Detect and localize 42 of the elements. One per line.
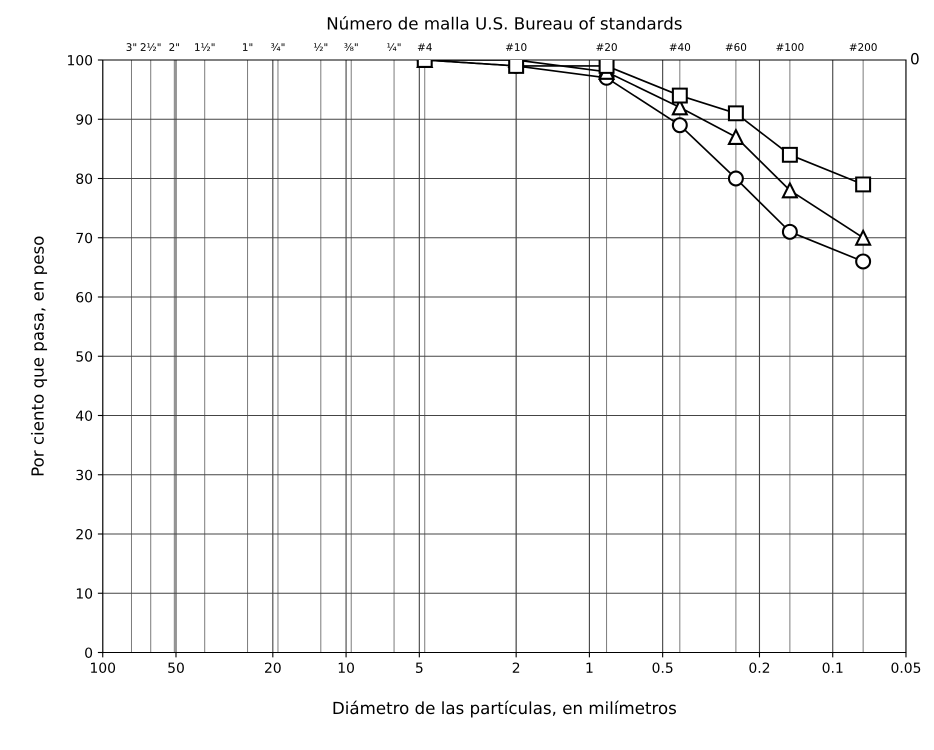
text: 2" <box>169 43 180 51</box>
x-axis-title: Diámetro de las partículas, en milímetros <box>334 700 676 718</box>
text: 2½" <box>140 43 160 52</box>
text: #40 <box>670 43 690 52</box>
x-tick-label: 0.2 <box>749 662 770 673</box>
y-tick-label: 90 <box>76 114 92 125</box>
x-tick-label: 50 <box>168 662 184 673</box>
text: ¾" <box>271 43 284 52</box>
text: 1½" <box>195 43 214 52</box>
x-tick-label: 20 <box>265 662 281 673</box>
y-tick-label: 60 <box>76 292 92 302</box>
x-tick-label: 2 <box>512 662 520 673</box>
y-tick-label: 100 <box>68 54 92 66</box>
x-tick-label: 100 <box>91 662 116 673</box>
x-tick-label: 0.5 <box>652 662 672 673</box>
text: #20 <box>596 43 617 52</box>
text: ¼" <box>387 43 401 52</box>
y-tick-label: 40 <box>76 410 92 421</box>
text: 1" <box>242 43 252 51</box>
y-axis-title: Por ciento que pasa, en peso <box>30 236 48 476</box>
y-tick-label: 10 <box>76 588 92 599</box>
text: 0 <box>911 52 919 64</box>
text: ⅜" <box>344 43 358 52</box>
y-tick-label: 70 <box>76 232 92 244</box>
text: #4 <box>418 43 432 51</box>
chart-title: Número de malla U.S. Bureau of standards <box>328 16 682 30</box>
text: #10 <box>506 43 526 52</box>
x-tick-label: 5 <box>416 662 423 673</box>
y-tick-label: 20 <box>76 528 92 540</box>
y-tick-label: 80 <box>76 173 92 184</box>
text: #200 <box>850 43 877 52</box>
x-tick-label: 0.1 <box>822 662 842 673</box>
y-tick-label: 50 <box>76 351 92 362</box>
text: ½" <box>314 43 328 52</box>
x-tick-label: 1 <box>586 662 593 673</box>
y-tick-label: 0 <box>85 647 92 658</box>
text: 3" <box>126 43 136 52</box>
text: #100 <box>776 43 804 52</box>
x-tick-label: 10 <box>338 662 354 673</box>
y-tick-label: 30 <box>76 470 92 480</box>
x-tick-label: 0.05 <box>891 662 920 673</box>
text: #60 <box>726 43 746 52</box>
